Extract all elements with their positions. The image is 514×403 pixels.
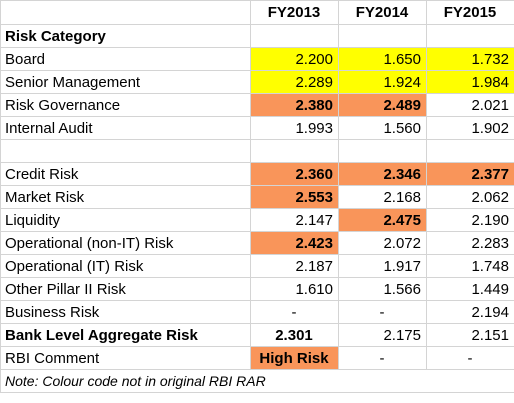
- value-cell[interactable]: 2.289: [250, 70, 339, 94]
- table-row: Other Pillar II Risk 1.610 1.566 1.449: [0, 277, 514, 301]
- value-cell[interactable]: -: [338, 346, 427, 370]
- header-row: FY2013 FY2014 FY2015: [0, 0, 514, 25]
- value-cell[interactable]: 2.346: [338, 162, 427, 186]
- value-cell[interactable]: 2.147: [250, 208, 339, 232]
- row-label[interactable]: Risk Governance: [0, 93, 251, 117]
- empty-cell[interactable]: [250, 139, 339, 163]
- spacer-row: [0, 139, 514, 163]
- row-label[interactable]: RBI Comment: [0, 346, 251, 370]
- row-label[interactable]: Business Risk: [0, 300, 251, 324]
- value-cell[interactable]: 1.902: [426, 116, 514, 140]
- table-row: Operational (non-IT) Risk 2.423 2.072 2.283: [0, 231, 514, 255]
- value-cell[interactable]: 2.194: [426, 300, 514, 324]
- empty-cell[interactable]: [338, 24, 427, 48]
- value-cell[interactable]: 2.489: [338, 93, 427, 117]
- value-cell[interactable]: 1.924: [338, 70, 427, 94]
- table-row: Liquidity 2.147 2.475 2.190: [0, 208, 514, 232]
- value-cell[interactable]: -: [426, 346, 514, 370]
- row-label[interactable]: Market Risk: [0, 185, 251, 209]
- value-cell[interactable]: -: [338, 300, 427, 324]
- row-label[interactable]: Internal Audit: [0, 116, 251, 140]
- row-label[interactable]: Operational (IT) Risk: [0, 254, 251, 278]
- empty-cell[interactable]: [338, 139, 427, 163]
- row-label[interactable]: Senior Management: [0, 70, 251, 94]
- value-cell[interactable]: 1.732: [426, 47, 514, 71]
- value-cell[interactable]: 2.168: [338, 185, 427, 209]
- value-cell[interactable]: 2.190: [426, 208, 514, 232]
- table-row: Internal Audit 1.993 1.560 1.902: [0, 116, 514, 140]
- value-cell[interactable]: 2.072: [338, 231, 427, 255]
- empty-cell[interactable]: [250, 24, 339, 48]
- value-cell[interactable]: 2.360: [250, 162, 339, 186]
- value-cell[interactable]: 2.301: [250, 323, 339, 347]
- empty-cell[interactable]: [426, 24, 514, 48]
- table-row: Business Risk - -2.194: [0, 300, 514, 324]
- empty-cell[interactable]: [0, 139, 251, 163]
- table-row: RBI Comment High Risk - -: [0, 346, 514, 370]
- header-fy2015[interactable]: FY2015: [426, 0, 514, 25]
- row-label[interactable]: Credit Risk: [0, 162, 251, 186]
- value-cell[interactable]: 2.200: [250, 47, 339, 71]
- table-row: Board 2.200 1.650 1.732: [0, 47, 514, 71]
- row-label[interactable]: Bank Level Aggregate Risk: [0, 323, 251, 347]
- note-row: Note: Colour code not in original RBI RA…: [0, 369, 514, 393]
- row-label[interactable]: Operational (non-IT) Risk: [0, 231, 251, 255]
- value-cell[interactable]: 2.283: [426, 231, 514, 255]
- value-cell[interactable]: 1.993: [250, 116, 339, 140]
- table-row: Senior Management 2.289 1.924 1.984: [0, 70, 514, 94]
- table-row: Credit Risk 2.360 2.346 2.377: [0, 162, 514, 186]
- value-cell[interactable]: 2.423: [250, 231, 339, 255]
- value-cell[interactable]: 2.175: [338, 323, 427, 347]
- risk-table: FY2013 FY2014 FY2015 Risk Category Board 2…: [0, 0, 514, 393]
- header-fy2013[interactable]: FY2013: [250, 0, 339, 25]
- note-text: Note: Colour code not in original RBI RA…: [0, 369, 514, 393]
- value-cell[interactable]: -: [250, 300, 339, 324]
- value-cell[interactable]: 1.610: [250, 277, 339, 301]
- value-cell[interactable]: 1.449: [426, 277, 514, 301]
- row-label[interactable]: Other Pillar II Risk: [0, 277, 251, 301]
- value-cell[interactable]: 1.650: [338, 47, 427, 71]
- value-cell[interactable]: 1.748: [426, 254, 514, 278]
- value-cell[interactable]: 2.553: [250, 185, 339, 209]
- row-label[interactable]: Risk Category: [0, 24, 251, 48]
- row-label[interactable]: Board: [0, 47, 251, 71]
- value-cell[interactable]: 2.021: [426, 93, 514, 117]
- table-row: Bank Level Aggregate Risk 2.301 2.175 2.151: [0, 323, 514, 347]
- value-cell[interactable]: High Risk: [250, 346, 339, 370]
- empty-cell[interactable]: [426, 139, 514, 163]
- header-blank-cell[interactable]: [0, 0, 251, 25]
- value-cell[interactable]: 2.187: [250, 254, 339, 278]
- value-cell[interactable]: 1.566: [338, 277, 427, 301]
- value-cell[interactable]: 1.984: [426, 70, 514, 94]
- value-cell[interactable]: 1.560: [338, 116, 427, 140]
- value-cell[interactable]: 2.151: [426, 323, 514, 347]
- value-cell[interactable]: 2.475: [338, 208, 427, 232]
- table-row: Operational (IT) Risk 2.187 1.917 1.748: [0, 254, 514, 278]
- row-label[interactable]: Liquidity: [0, 208, 251, 232]
- header-fy2014[interactable]: FY2014: [338, 0, 427, 25]
- value-cell[interactable]: 2.380: [250, 93, 339, 117]
- table-row: Risk Category: [0, 24, 514, 48]
- table-row: Market Risk 2.553 2.168 2.062: [0, 185, 514, 209]
- value-cell[interactable]: 1.917: [338, 254, 427, 278]
- value-cell[interactable]: 2.062: [426, 185, 514, 209]
- table-row: Risk Governance 2.380 2.489 2.021: [0, 93, 514, 117]
- value-cell[interactable]: 2.377: [426, 162, 514, 186]
